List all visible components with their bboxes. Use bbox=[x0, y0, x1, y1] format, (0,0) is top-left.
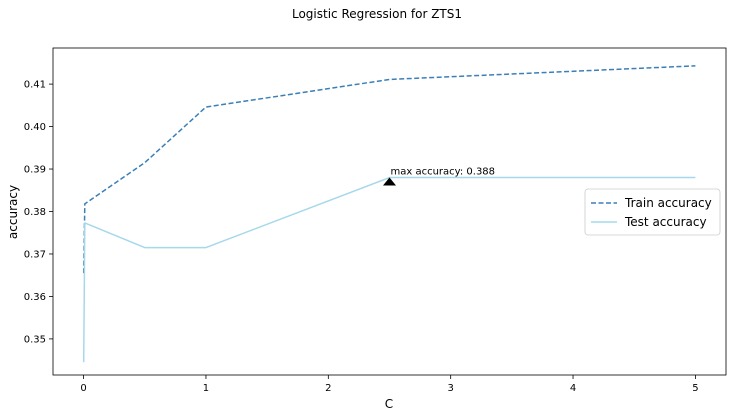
legend: Train accuracy Test accuracy bbox=[584, 188, 721, 236]
y-axis-label: accuracy bbox=[6, 185, 20, 239]
x-tick-label: 3 bbox=[447, 383, 453, 394]
x-tick-label: 0 bbox=[80, 383, 86, 394]
legend-label-test: Test accuracy bbox=[624, 215, 707, 229]
series-line-test-accuracy bbox=[82, 176, 696, 363]
series-line-train-accuracy bbox=[82, 65, 696, 274]
chart-title: Logistic Regression for ZTS1 bbox=[292, 7, 462, 21]
x-tick-label: 1 bbox=[203, 383, 209, 394]
y-tick-label: 0.39 bbox=[24, 165, 46, 176]
max-accuracy-marker bbox=[383, 177, 396, 186]
plot-area: max accuracy: 0.388 bbox=[82, 65, 696, 363]
x-tick-label: 2 bbox=[325, 383, 331, 394]
y-tick-label: 0.36 bbox=[24, 292, 46, 303]
max-accuracy-annotation: max accuracy: 0.388 bbox=[391, 167, 496, 178]
axes-frame bbox=[52, 47, 727, 376]
legend-label-train: Train accuracy bbox=[624, 196, 712, 210]
y-tick-label: 0.35 bbox=[24, 334, 46, 345]
x-tick-label: 4 bbox=[570, 383, 576, 394]
ticks-layer: 0 1 2 3 4 5 0.35 0.36 0.37 0.38 0.39 0.40 0.41 bbox=[24, 80, 699, 394]
x-tick-label: 5 bbox=[692, 383, 698, 394]
y-tick-label: 0.37 bbox=[24, 249, 46, 260]
y-tick-label: 0.41 bbox=[24, 80, 46, 91]
y-tick-label: 0.40 bbox=[24, 122, 46, 133]
x-axis-label: C bbox=[385, 397, 393, 411]
y-tick-label: 0.38 bbox=[24, 207, 46, 218]
legend-box bbox=[584, 188, 721, 236]
